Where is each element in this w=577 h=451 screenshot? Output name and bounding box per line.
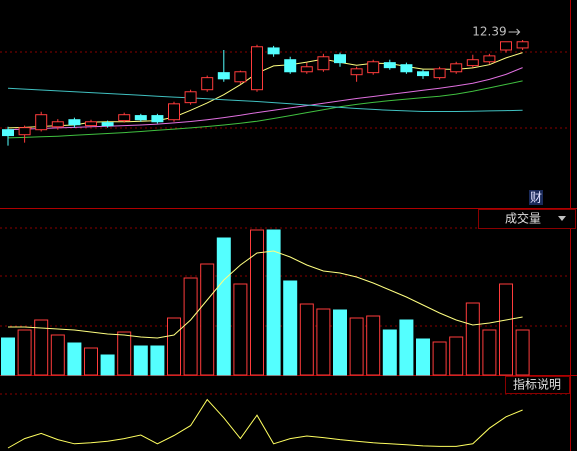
volume-bar	[216, 237, 231, 376]
volume-bar	[50, 334, 65, 376]
candle-body	[334, 54, 346, 64]
indicator-select[interactable]	[478, 209, 576, 229]
ma-line	[7, 398, 523, 449]
volume-bar	[233, 283, 248, 376]
candle-body	[18, 127, 31, 136]
ma-line	[7, 80, 523, 139]
candle-body	[251, 46, 263, 91]
candle-body	[267, 47, 280, 55]
candle-body	[433, 68, 446, 79]
volume-bar	[465, 302, 480, 376]
volume-bar	[482, 329, 497, 376]
volume-bar	[499, 283, 513, 376]
volume-bar	[366, 315, 381, 376]
volume-bar	[84, 347, 98, 376]
volume-bar	[150, 345, 165, 376]
volume-bar	[316, 308, 331, 376]
candle-body	[450, 63, 463, 73]
volume-bar	[432, 341, 447, 376]
volume-bar	[67, 342, 82, 376]
price-annotation: 12.39	[472, 25, 506, 39]
candle-body	[234, 71, 247, 83]
candle-body	[400, 64, 413, 73]
volume-bar	[333, 309, 347, 376]
candle-body	[300, 66, 313, 73]
volume-bar	[399, 319, 414, 376]
volume-bar	[349, 317, 364, 376]
volume-bar	[17, 329, 32, 376]
candle-body	[201, 77, 214, 91]
volume-bar	[100, 354, 115, 376]
candle-body	[35, 114, 48, 131]
candle-body	[2, 129, 14, 137]
candle-body	[500, 41, 512, 51]
candle-body	[483, 55, 496, 63]
volume-bar	[283, 280, 298, 376]
badge: 财	[530, 191, 542, 205]
candle-body	[350, 68, 363, 76]
volume-bar	[266, 229, 281, 376]
volume-bar	[167, 317, 181, 376]
candle-body	[134, 115, 147, 121]
candle-body	[417, 71, 429, 77]
candle-body	[367, 61, 380, 74]
candle-body	[85, 121, 97, 127]
candle-body	[466, 59, 479, 67]
ma-line	[7, 87, 523, 112]
annotation-arrow	[508, 28, 521, 36]
volume-bar	[1, 337, 15, 376]
volume-bar	[117, 331, 132, 376]
ma-line	[7, 67, 523, 131]
candle-body	[383, 62, 396, 69]
volume-bar	[183, 277, 198, 376]
volume-title: 成交量	[505, 211, 541, 226]
candle-body	[118, 114, 131, 122]
badge-box	[529, 190, 543, 205]
volume-bar	[382, 329, 397, 376]
help-button[interactable]	[505, 376, 570, 394]
candle-body	[184, 91, 197, 104]
candle-body	[151, 115, 164, 123]
volume-bar	[133, 345, 148, 376]
candle-body	[68, 119, 81, 126]
volume-bar	[299, 303, 314, 376]
volume-bar	[34, 319, 49, 376]
help-label: 指标说明	[513, 377, 561, 392]
candle-body	[217, 72, 230, 80]
candle-body	[284, 59, 297, 73]
volume-bar	[449, 336, 464, 376]
candle-body	[516, 41, 529, 49]
ma-line	[8, 250, 523, 339]
volume-bar	[416, 338, 430, 376]
volume-bar	[250, 229, 264, 376]
dropdown-arrow	[558, 216, 566, 221]
candle-body	[51, 121, 64, 128]
candle-body	[168, 103, 180, 121]
candle-body	[317, 56, 330, 71]
candle-body	[101, 122, 114, 127]
volume-bar	[515, 329, 530, 376]
volume-bar	[200, 263, 215, 376]
